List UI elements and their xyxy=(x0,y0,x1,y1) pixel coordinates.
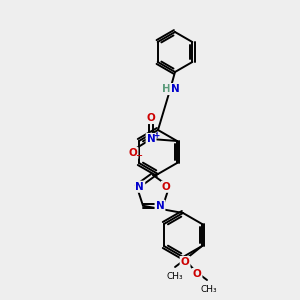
Text: CH₃: CH₃ xyxy=(201,285,217,294)
Text: N: N xyxy=(156,201,164,211)
Text: O: O xyxy=(193,269,201,279)
Text: +: + xyxy=(153,130,159,140)
Text: N: N xyxy=(136,182,144,192)
Text: O: O xyxy=(162,182,170,192)
Text: N: N xyxy=(171,84,179,94)
Text: O: O xyxy=(181,257,189,267)
Text: N: N xyxy=(147,134,155,144)
Text: −: − xyxy=(136,152,142,160)
Text: O: O xyxy=(129,148,137,158)
Text: H: H xyxy=(162,84,170,94)
Text: CH₃: CH₃ xyxy=(167,272,183,281)
Text: O: O xyxy=(147,113,155,123)
